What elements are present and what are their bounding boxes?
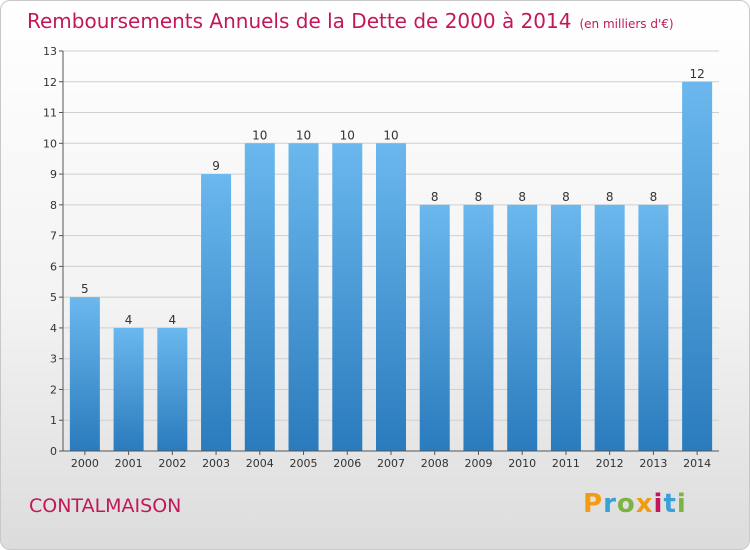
y-tick-label: 0 xyxy=(50,445,57,458)
bar xyxy=(332,143,363,452)
data-label: 10 xyxy=(340,128,355,142)
bar xyxy=(638,204,669,451)
y-tick-label: 5 xyxy=(50,291,57,304)
y-tick-label: 7 xyxy=(50,230,57,243)
data-label: 4 xyxy=(125,313,133,327)
x-tick-label: 2009 xyxy=(464,457,492,470)
y-tick-label: 3 xyxy=(50,353,57,366)
logo-letter: x xyxy=(635,489,654,519)
bar xyxy=(463,204,494,451)
data-label: 9 xyxy=(212,159,220,173)
data-label: 8 xyxy=(650,190,658,204)
bar xyxy=(69,297,100,451)
bar xyxy=(507,204,538,451)
x-tick-label: 2005 xyxy=(290,457,318,470)
x-tick-label: 2012 xyxy=(596,457,624,470)
bar xyxy=(594,204,625,451)
y-tick-label: 2 xyxy=(50,383,57,396)
chart-title: Remboursements Annuels de la Dette de 20… xyxy=(27,9,674,33)
data-label: 10 xyxy=(383,128,398,142)
data-label: 12 xyxy=(689,67,704,81)
logo-letter: i xyxy=(676,489,687,519)
bar xyxy=(244,143,275,452)
proxiti-logo: Proxiti xyxy=(583,489,687,519)
x-tick-label: 2008 xyxy=(421,457,449,470)
x-tick-label: 2001 xyxy=(115,457,143,470)
data-label: 8 xyxy=(518,190,526,204)
x-tick-label: 2007 xyxy=(377,457,405,470)
data-label: 8 xyxy=(606,190,614,204)
data-label: 4 xyxy=(169,313,177,327)
y-tick-label: 4 xyxy=(50,322,57,335)
bar xyxy=(682,81,713,452)
y-tick-label: 12 xyxy=(43,76,57,89)
bar xyxy=(201,174,232,452)
logo-letter: i xyxy=(653,489,664,519)
commune-name: CONTALMAISON xyxy=(29,495,182,517)
data-label: 8 xyxy=(431,190,439,204)
logo-letter: r xyxy=(603,489,617,519)
bar xyxy=(288,143,319,452)
x-tick-label: 2003 xyxy=(202,457,230,470)
logo-letter: o xyxy=(616,489,636,519)
bar xyxy=(157,327,188,451)
y-tick-label: 9 xyxy=(50,168,57,181)
logo-letter: P xyxy=(583,489,604,519)
x-tick-label: 2010 xyxy=(508,457,536,470)
x-tick-label: 2013 xyxy=(639,457,667,470)
y-tick-label: 8 xyxy=(50,199,57,212)
x-tick-label: 2004 xyxy=(246,457,274,470)
x-tick-label: 2000 xyxy=(71,457,99,470)
y-tick-label: 11 xyxy=(43,107,57,120)
x-tick-label: 2002 xyxy=(158,457,186,470)
bar xyxy=(550,204,581,451)
x-tick-label: 2014 xyxy=(683,457,711,470)
bars: 5 4 4 9 10 10 10 10 8 8 8 8 8 8 12 xyxy=(69,67,713,452)
data-label: 5 xyxy=(81,282,89,296)
x-tick-label: 2011 xyxy=(552,457,580,470)
y-tick-label: 13 xyxy=(43,45,57,58)
chart-unit: (en milliers d'€) xyxy=(579,17,674,31)
bar xyxy=(419,204,450,451)
data-label: 8 xyxy=(475,190,483,204)
x-tick-label: 2006 xyxy=(333,457,361,470)
data-label: 8 xyxy=(562,190,570,204)
y-tick-label: 6 xyxy=(50,260,57,273)
y-tick-label: 10 xyxy=(43,137,57,150)
data-label: 10 xyxy=(296,128,311,142)
bar xyxy=(113,327,144,451)
logo-letter: t xyxy=(663,489,677,519)
data-label: 10 xyxy=(252,128,267,142)
y-tick-label: 1 xyxy=(50,414,57,427)
chart-title-text: Remboursements Annuels de la Dette de 20… xyxy=(27,9,572,33)
bar xyxy=(376,143,406,452)
